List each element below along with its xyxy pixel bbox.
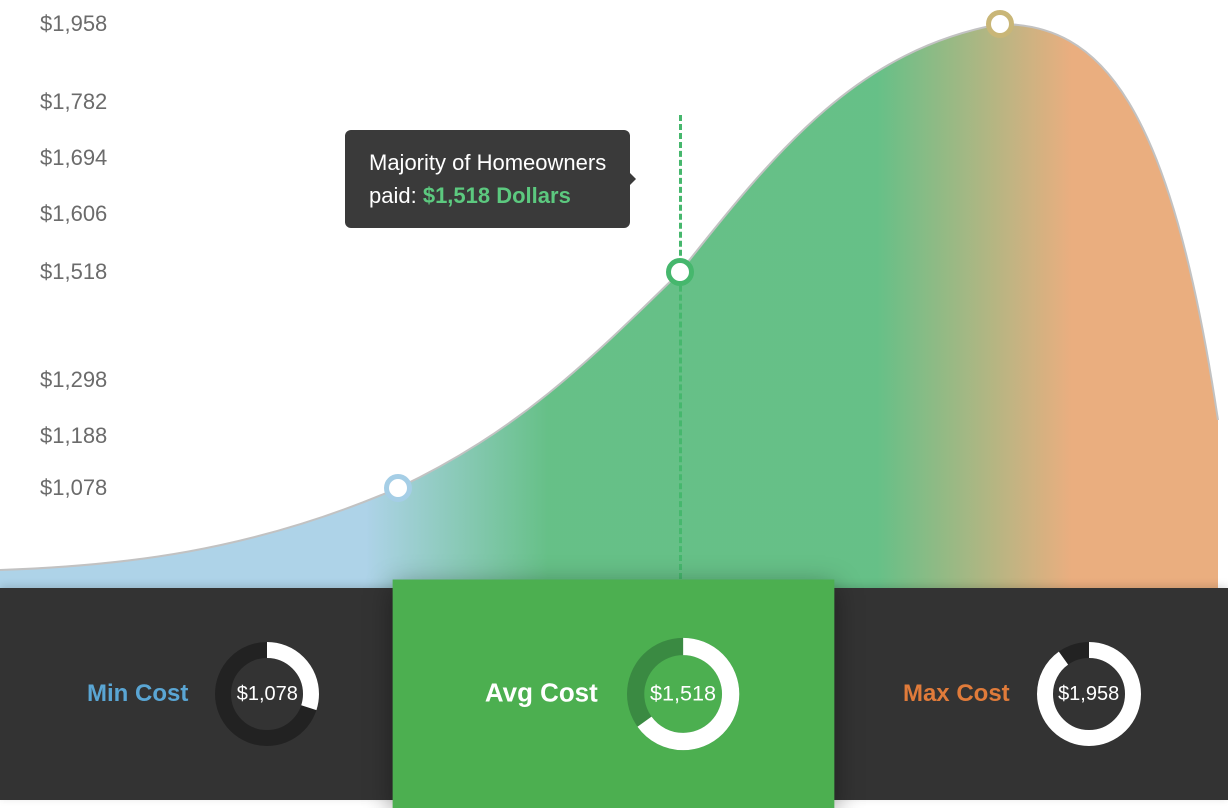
min-cost-marker: [384, 474, 412, 502]
avg-cost-card: Avg Cost $1,518: [393, 580, 835, 808]
avg-cost-tooltip: Majority of Homeowners paid: $1,518 Doll…: [345, 130, 630, 228]
y-axis-tick-label: $1,694: [40, 145, 107, 171]
tooltip-prefix: paid:: [369, 183, 423, 208]
max-cost-marker: [986, 10, 1014, 38]
y-axis-tick-label: $1,782: [40, 89, 107, 115]
max-cost-donut: $1,958: [1034, 639, 1144, 749]
cost-chart-container: $1,958 $1,782 $1,694 $1,606 $1,518 $1,298 $1,1…: [0, 0, 1228, 800]
cost-cards-row: Min Cost $1,078 Avg Cost $1,518 Max Cost: [0, 588, 1228, 800]
tooltip-line1: Majority of Homeowners: [369, 146, 606, 179]
avg-cost-value: $1,518: [650, 682, 716, 707]
avg-cost-label: Avg Cost: [485, 679, 598, 709]
tooltip-value: $1,518 Dollars: [423, 183, 571, 208]
min-cost-label: Min Cost: [87, 680, 188, 708]
chart-plot-area: $1,958 $1,782 $1,694 $1,606 $1,518 $1,298 $1,1…: [0, 0, 1228, 588]
avg-cost-donut: $1,518: [624, 635, 743, 754]
y-axis-tick-label: $1,188: [40, 423, 107, 449]
avg-cost-marker: [666, 258, 694, 286]
max-cost-card: Max Cost $1,958: [819, 588, 1228, 800]
area-curve-svg: [0, 0, 1228, 588]
tooltip-line2: paid: $1,518 Dollars: [369, 179, 606, 212]
y-axis-tick-label: $1,078: [40, 475, 107, 501]
min-cost-donut: $1,078: [212, 639, 322, 749]
y-axis-tick-label: $1,958: [40, 11, 107, 37]
min-cost-card: Min Cost $1,078: [0, 588, 409, 800]
y-axis-tick-label: $1,518: [40, 259, 107, 285]
avg-vertical-line: [679, 115, 682, 588]
max-cost-label: Max Cost: [903, 680, 1010, 708]
max-cost-value: $1,958: [1058, 683, 1119, 706]
min-cost-value: $1,078: [237, 683, 298, 706]
y-axis-tick-label: $1,298: [40, 367, 107, 393]
y-axis-tick-label: $1,606: [40, 201, 107, 227]
